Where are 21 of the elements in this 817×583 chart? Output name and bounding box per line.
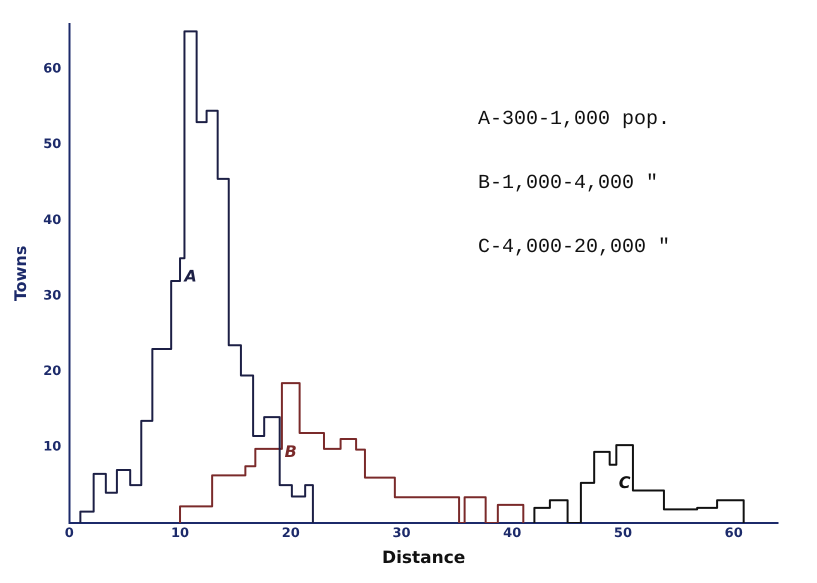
- annotation: C-4,000-20,000 ": [478, 235, 670, 261]
- x-tick-label: 30: [392, 526, 411, 542]
- y-tick-label: 60: [43, 62, 62, 77]
- x-tick-label: 60: [724, 526, 743, 542]
- series-label: C: [618, 473, 631, 492]
- x-tick-label: 20: [282, 526, 300, 542]
- x-tick-label: 40: [503, 526, 522, 542]
- x-tick-label: 10: [170, 526, 190, 542]
- y-tick-label: 50: [43, 137, 62, 152]
- y-tick-label: 30: [43, 288, 62, 304]
- annotation: B-1,000-4,000 ": [478, 171, 660, 197]
- y-tick-label: 10: [43, 440, 62, 455]
- y-tick-label: 20: [43, 364, 62, 380]
- x-tick-label: 0: [64, 526, 74, 542]
- series-label: A: [182, 266, 197, 286]
- y-axis-title: Towns: [10, 246, 30, 302]
- x-tick-label: 50: [614, 526, 632, 542]
- series-label: B: [284, 442, 297, 462]
- annotation: A-300-1,000 pop.: [478, 107, 670, 133]
- y-tick-label: 40: [43, 212, 62, 228]
- x-axis-title: Distance: [382, 548, 466, 568]
